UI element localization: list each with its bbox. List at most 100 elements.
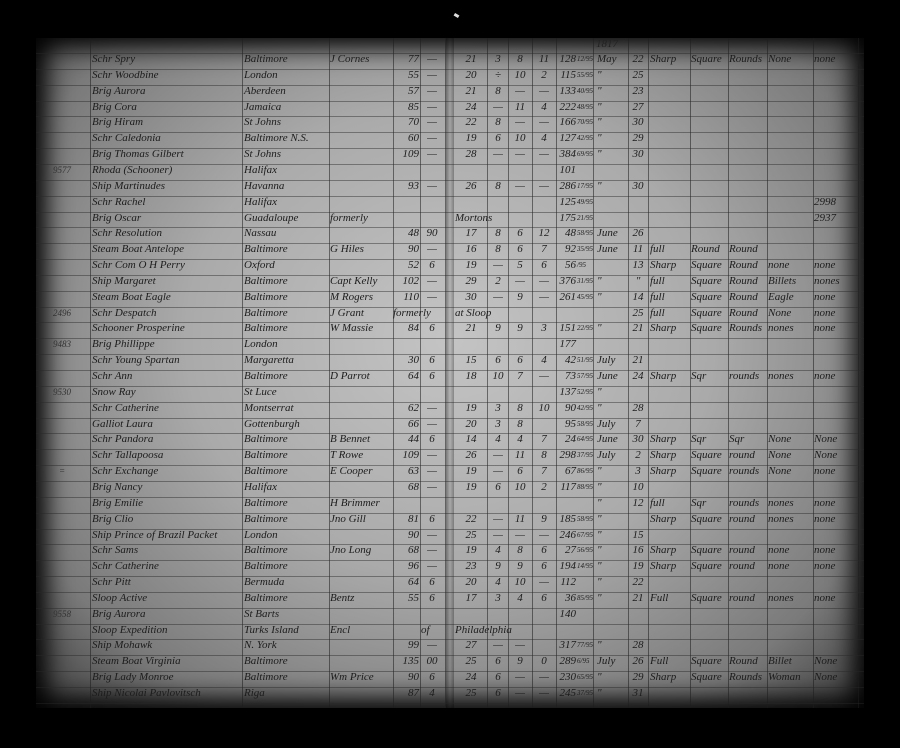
tons-cell: 55: [408, 591, 419, 604]
figure-cell: Woman: [768, 671, 801, 684]
row-rule: [36, 274, 864, 276]
row-rule: [36, 53, 864, 54]
margin-cell: 9530: [53, 386, 71, 397]
stern-cell: Sharp: [650, 465, 677, 478]
day-cell: 31: [632, 687, 644, 699]
month-cell: ": [597, 560, 602, 573]
length-in-cell: —: [493, 512, 503, 525]
breadth-in-cell: 11: [538, 53, 550, 65]
tons-cell: 70: [408, 116, 419, 129]
tons-95-cell: —: [427, 417, 437, 430]
row-rule: [36, 338, 864, 340]
day-cell: 27: [632, 100, 644, 113]
tonnage-95ths-cell: 58/95: [577, 229, 593, 238]
breadth-in-cell: 6: [541, 560, 547, 573]
vessel-cell: Ship Margaret: [92, 274, 156, 287]
breadth-cell: 9: [517, 290, 523, 303]
master-cell: Capt Kelly: [330, 274, 378, 287]
length-in-cell: —: [493, 148, 503, 161]
vessel-cell: Brig Clio: [92, 512, 134, 525]
length-in-cell: 3: [495, 591, 501, 604]
tons-95-cell: —: [427, 132, 437, 145]
galleries-cell: 2937: [814, 211, 836, 224]
column-rule: [420, 38, 421, 708]
tons-95-cell: 6: [429, 354, 435, 367]
tons-95-cell: —: [427, 639, 437, 652]
galleries-cell: none: [814, 591, 836, 604]
head-cell: round: [729, 544, 755, 557]
month-cell: June: [597, 243, 618, 256]
tons-cell: 109: [402, 449, 420, 462]
tonnage-95ths-cell: 58/95: [577, 514, 593, 523]
breadth-in-cell: —: [539, 576, 549, 589]
port-cell: Halifax: [244, 163, 277, 176]
tonnage-95ths-cell: 48/95: [577, 102, 593, 111]
length-cell: 22: [465, 116, 477, 129]
port-cell: Baltimore: [244, 306, 288, 319]
stern-cell: Sharp: [650, 512, 677, 525]
vessel-cell: Brig Lady Monroe: [92, 671, 174, 684]
breadth-cell: 8: [517, 417, 523, 430]
month-cell: ": [597, 576, 602, 589]
stern-cell: Sharp: [650, 53, 677, 65]
day-cell: 28: [632, 401, 644, 414]
tons-95-cell: 6: [429, 433, 435, 446]
row-rule: [36, 687, 864, 688]
month-cell: ": [597, 132, 602, 145]
month-cell: ": [597, 290, 602, 303]
master-cell: Jno Gill: [330, 512, 366, 525]
breadth-cell: 11: [514, 100, 526, 113]
breadth-cell: —: [515, 687, 525, 699]
head-cell: Rounds: [729, 322, 762, 335]
breadth-cell: 9: [517, 322, 523, 335]
length-cell: 30: [465, 290, 477, 303]
tons-cell: 85: [408, 100, 419, 113]
column-rule: [90, 38, 91, 708]
stern-cell: Sharp: [650, 560, 677, 573]
figure-cell: None: [768, 306, 792, 319]
tonnage-95ths-cell: 40/95: [577, 86, 593, 95]
length-cell: 20: [465, 417, 477, 430]
vessel-cell: Ship Mohawk: [92, 639, 153, 652]
breadth-in-cell: 6: [541, 591, 547, 604]
port-cell: Oxford: [244, 259, 275, 272]
galleries-cell: None: [814, 655, 838, 668]
month-cell: ": [597, 84, 602, 97]
stern-cell: Sharp: [650, 259, 677, 272]
build-cell: Round: [691, 243, 720, 256]
length-in-cell: 3: [495, 53, 501, 65]
row-rule: [36, 259, 864, 261]
breadth-in-cell: —: [539, 687, 549, 699]
vessel-cell: Schr Young Spartan: [92, 354, 180, 367]
breadth-cell: 10: [514, 576, 526, 589]
length-cell: 25: [465, 528, 477, 541]
length-cell: 17: [465, 227, 477, 240]
figure-cell: none: [768, 544, 790, 557]
month-cell: June: [597, 433, 618, 446]
day-cell: 26: [632, 227, 644, 240]
length-cell: 24: [465, 100, 477, 113]
breadth-in-cell: —: [539, 179, 549, 192]
day-cell: 30: [632, 179, 644, 192]
tonnage-95ths-cell: 35/95: [577, 245, 593, 254]
master-cell: Wm Price: [330, 671, 374, 684]
vessel-cell: Sloop Active: [92, 591, 148, 604]
head-cell: Round: [729, 306, 758, 319]
row-rule: [36, 385, 864, 387]
tonnage-95ths-cell: 31/95: [577, 276, 593, 285]
row-rule: [36, 148, 864, 150]
day-cell: 28: [632, 639, 644, 652]
tonnage-95ths-cell: 37/95: [577, 689, 593, 697]
breadth-cell: 6: [517, 465, 523, 478]
day-cell: 21: [632, 591, 644, 604]
day-cell: 13: [632, 259, 644, 272]
length-cell: 14: [465, 433, 477, 446]
column-rule: [628, 38, 629, 708]
tonnage-cell: 73: [565, 370, 576, 382]
tonnage-95ths-cell: 64/95: [577, 435, 593, 444]
breadth-in-cell: 6: [541, 259, 547, 272]
row-rule: [36, 702, 864, 704]
column-rule: [393, 38, 394, 708]
month-cell: May: [597, 53, 617, 65]
master-cell: J Grant: [330, 306, 364, 319]
